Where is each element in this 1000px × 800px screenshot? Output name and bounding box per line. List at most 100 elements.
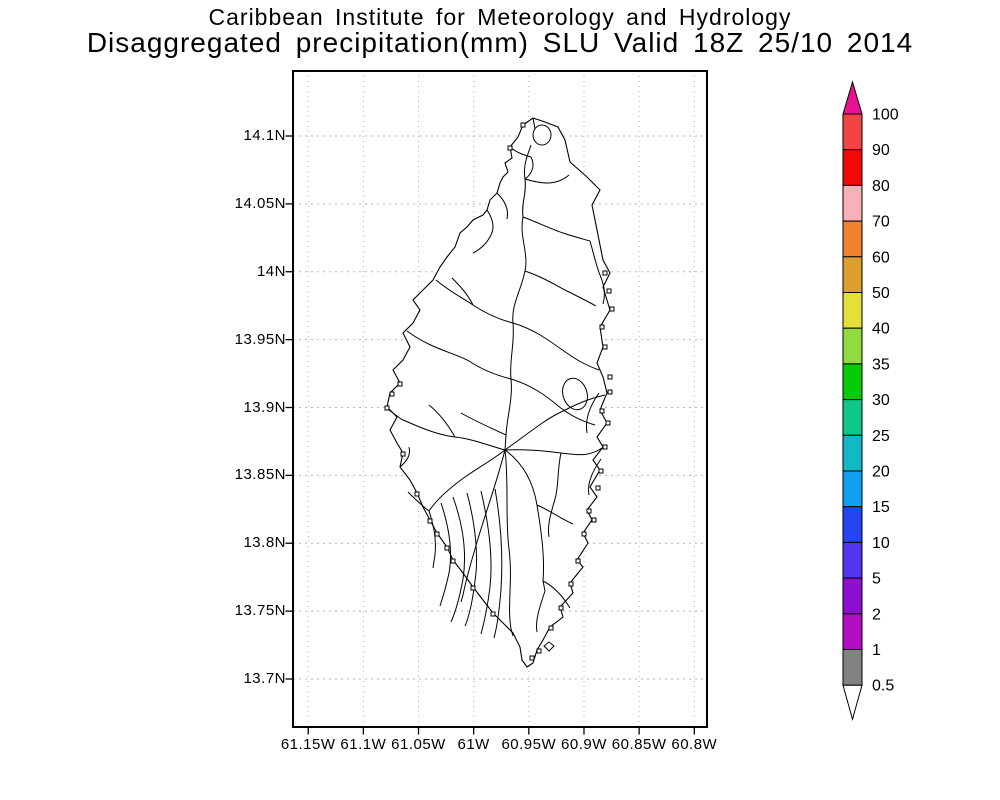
- colorbar-segment: [842, 399, 863, 436]
- colorbar-segment: [842, 506, 863, 543]
- colorbar-threshold-label: 15: [872, 499, 890, 516]
- colorbar-segment: [842, 577, 863, 615]
- colorbar-threshold-label: 40: [872, 321, 890, 338]
- latitude-label: 14.05N: [234, 194, 286, 212]
- rodney-bay-lagoon: [532, 124, 552, 146]
- east-basin-boundary: [562, 377, 588, 411]
- colorbar-segment: [842, 363, 863, 401]
- product-title: Disaggregated precipitation(mm) SLU Vali…: [86, 27, 914, 58]
- colorbar-threshold-label: 70: [872, 214, 890, 231]
- colorbar-segment: [842, 256, 863, 294]
- watershed-boundary: [524, 174, 570, 184]
- watershed-boundary: [504, 449, 514, 637]
- coastal-notch: [607, 374, 613, 380]
- colorbar-legend: 100 90 80 70 60 50 40 35 30 25 20 15 10 5 2 1 0.5: [842, 80, 899, 722]
- coastal-notch: [536, 648, 542, 654]
- latitude-label: 14.1N: [243, 127, 286, 144]
- colorbar-threshold-label: 2: [872, 606, 881, 623]
- coastal-notch: [605, 420, 611, 426]
- map-frame: [292, 70, 708, 728]
- coastal-notch: [450, 558, 456, 564]
- watershed-boundary: [522, 216, 591, 242]
- latitude-label: 13.8N: [243, 534, 286, 552]
- watershed-boundary: [524, 156, 534, 180]
- colorbar-segment: [842, 470, 863, 508]
- colorbar-threshold-label: 5: [872, 571, 881, 588]
- longitude-label: 60.8W: [671, 736, 718, 753]
- watershed-boundary: [589, 240, 605, 305]
- colorbar-threshold-label: 80: [872, 178, 890, 195]
- coastal-notch: [490, 611, 496, 617]
- longitude-label: 60.95W: [501, 736, 557, 753]
- latitude-label: 13.75N: [234, 602, 286, 620]
- institute-title: Caribbean Institute for Meteorology and …: [208, 4, 792, 30]
- watershed-boundary: [464, 492, 478, 627]
- colorbar-segment: [842, 292, 863, 329]
- longitude-label: 60.85W: [611, 736, 667, 753]
- watershed-boundary: [450, 496, 465, 623]
- coastal-notch: [598, 468, 604, 474]
- colorbar-segment: [842, 434, 863, 472]
- watershed-boundary: [480, 490, 492, 635]
- coastal-notch: [607, 389, 613, 395]
- colorbar-threshold-label: 25: [872, 428, 890, 445]
- watershed-boundary: [536, 590, 546, 633]
- coastal-notch: [568, 581, 574, 587]
- coastal-notch: [602, 444, 608, 450]
- longitude-label: 61.1W: [340, 736, 387, 753]
- latitude-label: 13.85N: [234, 466, 286, 484]
- watershed-boundary: [428, 404, 456, 438]
- coastal-notch: [507, 145, 513, 151]
- colorbar-threshold-label: 1: [872, 642, 881, 659]
- watershed-boundary: [460, 449, 506, 603]
- coastal-notch: [548, 625, 554, 631]
- coastal-notch: [602, 270, 608, 276]
- colorbar-segment: [842, 613, 863, 650]
- map-plot-canvas: [285, 70, 708, 735]
- watershed-boundary: [399, 446, 410, 468]
- coastal-notch: [558, 605, 564, 611]
- latitude-label: 13.7N: [243, 670, 286, 687]
- colorbar-segment: [842, 149, 863, 186]
- colorbar-segment: [842, 184, 863, 222]
- longitude-label: 61.15W: [280, 736, 336, 753]
- watershed-boundary: [407, 491, 430, 512]
- coastal-notch: [599, 408, 605, 414]
- watershed-boundary: [439, 502, 452, 607]
- colorbar-threshold-label: 90: [872, 142, 890, 159]
- colorbar-threshold-label: 0.5: [872, 678, 894, 695]
- colorbar-segment: [842, 327, 863, 365]
- watershed-boundary: [588, 458, 602, 496]
- watershed-boundary: [493, 488, 503, 639]
- coastal-notch: [414, 491, 420, 497]
- watershed-boundary: [510, 378, 596, 426]
- watershed-boundary: [428, 510, 436, 569]
- colorbar-segment: [842, 541, 863, 579]
- coastal-notch: [595, 485, 601, 491]
- watershed-boundary: [504, 394, 606, 451]
- watershed-boundary: [532, 117, 536, 130]
- longitude-label: 61.05W: [391, 736, 446, 753]
- coastal-notch: [397, 381, 403, 387]
- coastal-notch: [389, 391, 395, 397]
- latitude-label: 13.95N: [234, 330, 286, 348]
- colorbar-threshold-label: 35: [872, 356, 890, 373]
- watershed-boundary: [512, 322, 600, 371]
- coastal-notch: [470, 585, 476, 591]
- watershed-boundary: [496, 192, 508, 220]
- saint-lucia-island: [384, 117, 615, 668]
- coastal-notch: [434, 531, 440, 537]
- coastal-notch: [384, 405, 390, 411]
- colorbar-above-max-arrow: [842, 80, 863, 115]
- latitude-label: 14N: [256, 262, 286, 280]
- coastal-notch: [581, 531, 587, 537]
- coastal-notch: [586, 508, 592, 514]
- watershed-boundary: [548, 452, 562, 538]
- watershed-boundary: [451, 277, 474, 306]
- coastal-notch: [529, 655, 535, 661]
- colorbar-threshold-label: 60: [872, 249, 890, 266]
- coastal-notch: [591, 517, 597, 523]
- colorbar-threshold-label: 30: [872, 392, 890, 409]
- coastal-notch: [602, 344, 608, 350]
